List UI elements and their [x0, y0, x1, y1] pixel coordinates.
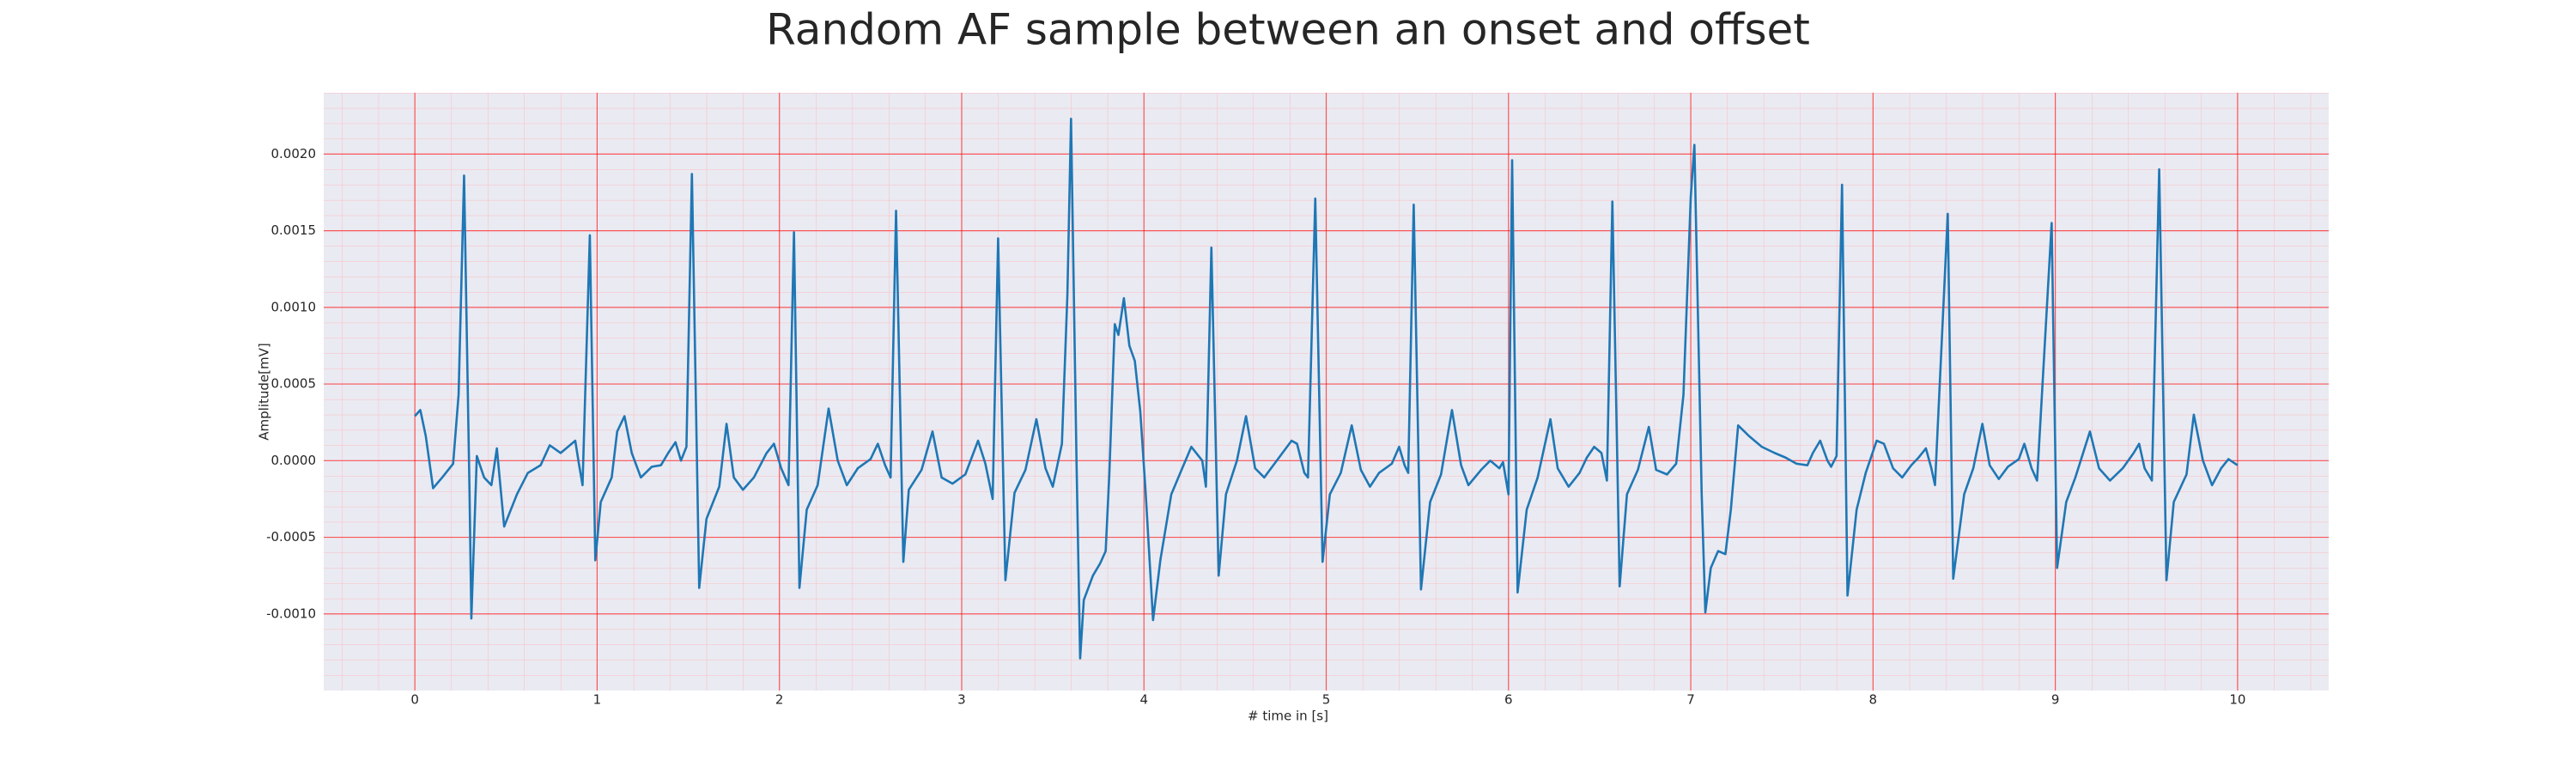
x-tick-label: 7 [1686, 692, 1695, 708]
y-axis-label: Amplitude[mV] [257, 343, 272, 440]
x-tick-label: 1 [593, 692, 602, 708]
y-tick-label: 0.0000 [271, 453, 317, 468]
x-tick-label: 8 [1869, 692, 1878, 708]
y-tick-label: -0.0010 [266, 606, 316, 621]
ecg-line [414, 118, 2239, 660]
y-tick-label: 0.0020 [271, 146, 317, 161]
x-tick-label: 3 [957, 692, 966, 708]
x-tick-label: 10 [2229, 692, 2245, 708]
y-tick-label: -0.0005 [266, 529, 316, 545]
x-tick-label: 6 [1504, 692, 1513, 708]
chart-title: Random AF sample between an onset and of… [766, 5, 1810, 55]
x-tick-label: 4 [1139, 692, 1148, 708]
y-tick-label: 0.0005 [271, 376, 317, 392]
y-tick-label: 0.0015 [271, 222, 317, 238]
x-tick-label: 5 [1322, 692, 1331, 708]
x-axis-label: # time in [s] [1248, 709, 1328, 724]
x-tick-label: 9 [2051, 692, 2060, 708]
x-tick-label: 2 [775, 692, 784, 708]
y-tick-label: 0.0010 [271, 299, 317, 314]
x-tick-label: 0 [410, 692, 419, 708]
